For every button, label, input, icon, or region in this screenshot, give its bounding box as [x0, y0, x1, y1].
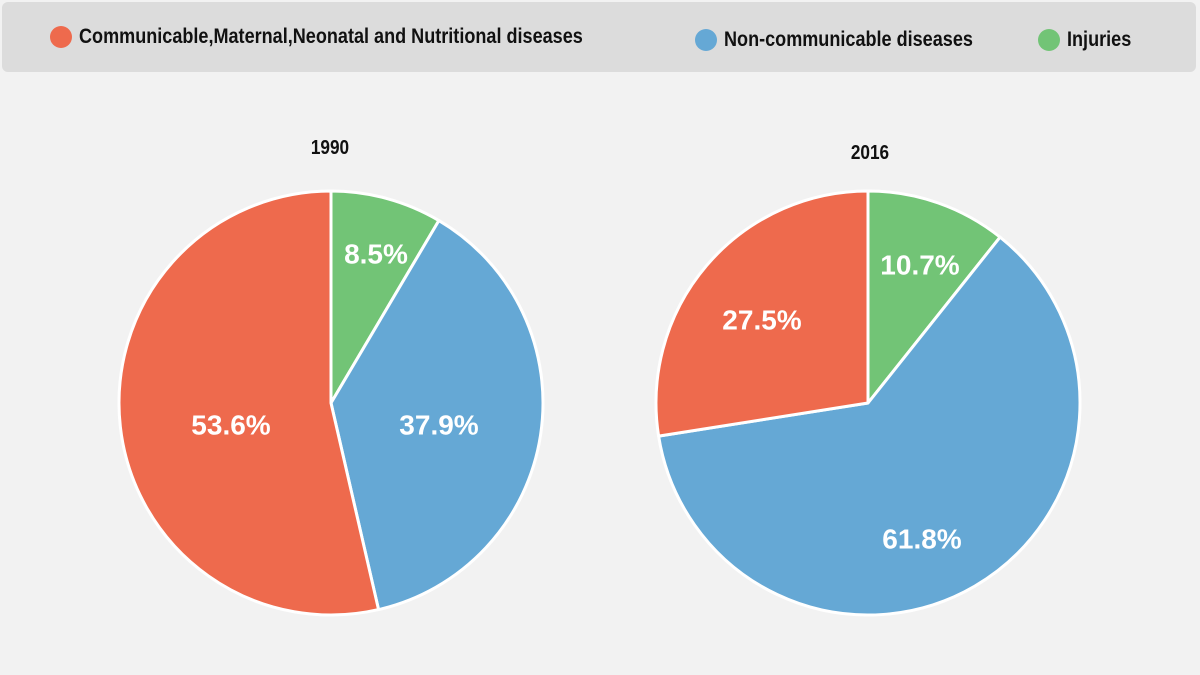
- pie-label-non-communicable: 37.9%: [399, 409, 478, 440]
- pie-slice-injuries: [866, 189, 1002, 405]
- pie-slice-communicable: [654, 189, 870, 438]
- pie-slice-injuries: [329, 189, 441, 405]
- legend-item-communicable: Communicable,Maternal,Neonatal and Nutri…: [50, 23, 665, 51]
- legend-item-non-communicable: Non-communicable diseases: [695, 26, 1013, 54]
- legend-swatch-non-communicable: [695, 29, 717, 51]
- pie-label-communicable: 27.5%: [722, 304, 801, 335]
- legend-label-injuries: Injuries: [1067, 28, 1132, 51]
- pie-slice-non-communicable: [657, 235, 1082, 617]
- pie-slice-communicable: [117, 189, 381, 617]
- pie-label-injuries: 10.7%: [880, 249, 959, 280]
- legend-label-communicable: Communicable,Maternal,Neonatal and Nutri…: [79, 25, 583, 48]
- pie-slice-non-communicable: [329, 219, 545, 612]
- legend-label-non-communicable: Non-communicable diseases: [724, 28, 973, 51]
- legend-item-injuries: Injuries: [1038, 26, 1142, 54]
- pie-label-communicable: 53.6%: [191, 409, 270, 440]
- pie-label-non-communicable: 61.8%: [882, 523, 961, 554]
- pie-label-injuries: 8.5%: [344, 238, 408, 269]
- legend-swatch-communicable: [50, 26, 72, 48]
- pie-title-2016: 2016: [850, 142, 890, 164]
- pie-title-1990: 1990: [310, 137, 350, 159]
- legend: Communicable,Maternal,Neonatal and Nutri…: [2, 2, 1196, 72]
- legend-swatch-injuries: [1038, 29, 1060, 51]
